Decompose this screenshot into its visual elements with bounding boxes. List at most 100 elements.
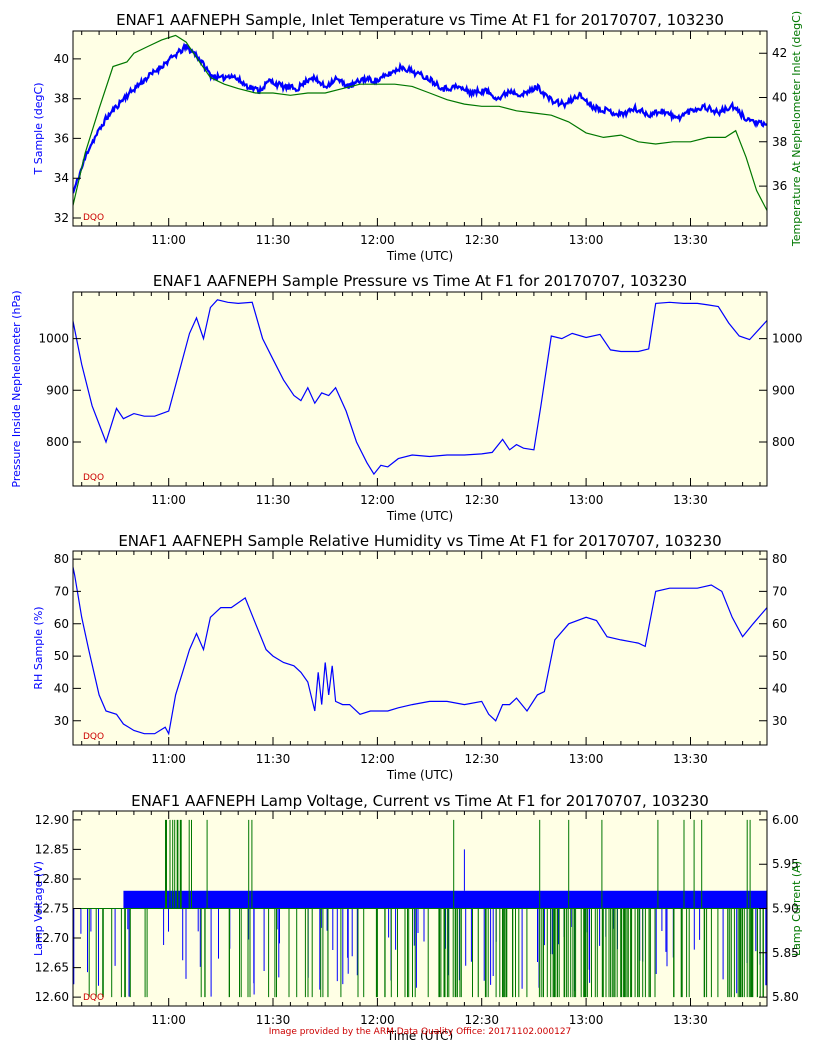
y-tick-label: 12.80 bbox=[35, 872, 69, 886]
y-right-tick-label: 900 bbox=[772, 383, 795, 397]
y-tick-label: 12.70 bbox=[35, 931, 69, 945]
y-right-tick-marks bbox=[759, 558, 767, 722]
y-right-tick-label: 40 bbox=[772, 91, 787, 105]
x-tick-label: 11:00 bbox=[151, 233, 186, 247]
y-tick-label: 32 bbox=[54, 211, 69, 225]
x-tick-label: 12:30 bbox=[464, 1013, 499, 1027]
lamp-panel: ENAF1 AAFNEPH Lamp Voltage, Current vs T… bbox=[32, 792, 803, 1040]
y-tick-label: 12.85 bbox=[35, 842, 69, 856]
y-right-tick-label: 5.90 bbox=[772, 902, 799, 916]
series-1-line bbox=[73, 564, 767, 736]
y-right-tick-label: 80 bbox=[772, 552, 787, 566]
x-tick-label: 11:30 bbox=[256, 493, 291, 507]
y-right-tick-label: 38 bbox=[772, 135, 787, 149]
y-tick-label: 80 bbox=[54, 552, 69, 566]
y-right-tick-label: 5.85 bbox=[772, 946, 799, 960]
chart-title: ENAF1 AAFNEPH Sample, Inlet Temperature … bbox=[116, 11, 724, 29]
y-tick-marks bbox=[73, 819, 81, 998]
x-tick-label: 12:00 bbox=[360, 752, 395, 766]
x-tick-label: 12:30 bbox=[464, 233, 499, 247]
y-right-tick-label: 50 bbox=[772, 649, 787, 663]
y-tick-marks bbox=[73, 58, 81, 219]
x-tick-label: 13:30 bbox=[673, 1013, 708, 1027]
x-tick-label: 13:00 bbox=[569, 752, 604, 766]
y-tick-label: 40 bbox=[54, 681, 69, 695]
y-tick-label: 12.75 bbox=[35, 902, 69, 916]
y-tick-label: 1000 bbox=[38, 332, 69, 346]
plot-frame bbox=[72, 291, 768, 487]
data-layer bbox=[73, 819, 767, 998]
plot-area bbox=[73, 292, 767, 486]
dqo-flag: DQO bbox=[83, 732, 104, 742]
x-tick-label: 13:00 bbox=[569, 1013, 604, 1027]
chart-title: ENAF1 AAFNEPH Lamp Voltage, Current vs T… bbox=[131, 792, 709, 810]
plot-frame bbox=[72, 30, 768, 227]
plot-area bbox=[73, 31, 767, 226]
y-right-tick-marks bbox=[759, 338, 767, 443]
y-right-axis-label: Temperature At Nephelometer Inlet (degC) bbox=[790, 11, 803, 247]
y-tick-label: 36 bbox=[54, 131, 69, 145]
x-tick-label: 13:30 bbox=[673, 752, 708, 766]
y-axis-label: T Sample (degC) bbox=[32, 83, 45, 176]
series-1-line bbox=[73, 42, 767, 194]
y-tick-label: 60 bbox=[54, 617, 69, 631]
y-tick-label: 50 bbox=[54, 649, 69, 663]
x-tick-label: 11:00 bbox=[151, 493, 186, 507]
y-tick-label: 38 bbox=[54, 92, 69, 106]
y-right-tick-label: 40 bbox=[772, 681, 787, 695]
y-right-axis-label: Lamp Current (A) bbox=[790, 861, 803, 956]
x-tick-label: 11:30 bbox=[256, 1013, 291, 1027]
data-layer bbox=[73, 299, 767, 476]
y-axis-label: RH Sample (%) bbox=[32, 606, 45, 689]
dqo-flag: DQO bbox=[83, 473, 104, 483]
series-2-spikes bbox=[88, 819, 764, 998]
x-tick-label: 12:00 bbox=[360, 1013, 395, 1027]
y-right-tick-label: 42 bbox=[772, 46, 787, 60]
x-tick-label: 11:30 bbox=[256, 752, 291, 766]
footer-credit: Image provided by the ARM Data Quality O… bbox=[269, 1027, 572, 1037]
y-right-tick-label: 6.00 bbox=[772, 813, 799, 827]
y-right-tick-marks bbox=[759, 52, 767, 187]
y-tick-label: 34 bbox=[54, 171, 69, 185]
x-axis-label: Time (UTC) bbox=[386, 509, 453, 523]
y-right-tick-label: 36 bbox=[772, 179, 787, 193]
x-axis-label: Time (UTC) bbox=[386, 249, 453, 263]
y-right-tick-label: 70 bbox=[772, 584, 787, 598]
x-tick-label: 12:30 bbox=[464, 752, 499, 766]
y-tick-label: 70 bbox=[54, 584, 69, 598]
x-tick-label: 13:00 bbox=[569, 233, 604, 247]
y-tick-label: 900 bbox=[46, 383, 69, 397]
y-tick-label: 30 bbox=[54, 714, 69, 728]
x-tick-label: 11:30 bbox=[256, 233, 291, 247]
x-tick-marks bbox=[81, 811, 761, 1006]
y-tick-label: 12.60 bbox=[35, 990, 69, 1004]
y-tick-label: 12.65 bbox=[35, 961, 69, 975]
y-right-tick-label: 5.95 bbox=[772, 857, 799, 871]
plot-frame bbox=[72, 550, 768, 746]
x-tick-label: 11:00 bbox=[151, 752, 186, 766]
humidity-panel: ENAF1 AAFNEPH Sample Relative Humidity v… bbox=[32, 532, 787, 782]
y-tick-marks bbox=[73, 338, 81, 443]
y-right-tick-label: 30 bbox=[772, 714, 787, 728]
x-tick-label: 11:00 bbox=[151, 1013, 186, 1027]
x-axis-label: Time (UTC) bbox=[386, 1029, 453, 1040]
y-axis-label: Pressure Inside Nephelometer (hPa) bbox=[10, 290, 23, 487]
x-tick-label: 12:00 bbox=[360, 233, 395, 247]
x-tick-label: 13:30 bbox=[673, 233, 708, 247]
y-tick-marks bbox=[73, 558, 81, 722]
series-1-band bbox=[123, 890, 767, 909]
y-right-tick-label: 800 bbox=[772, 435, 795, 449]
x-axis-label: Time (UTC) bbox=[386, 768, 453, 782]
chart-title: ENAF1 AAFNEPH Sample Relative Humidity v… bbox=[118, 532, 721, 550]
x-tick-label: 13:30 bbox=[673, 493, 708, 507]
temperature-panel: ENAF1 AAFNEPH Sample, Inlet Temperature … bbox=[32, 11, 803, 263]
x-tick-label: 12:00 bbox=[360, 493, 395, 507]
plot-area bbox=[73, 551, 767, 745]
dqo-flag: DQO bbox=[83, 213, 104, 223]
y-axis-label: Lamp Voltage (V) bbox=[32, 861, 45, 956]
y-right-tick-marks bbox=[759, 819, 767, 998]
data-layer bbox=[73, 564, 767, 736]
y-right-tick-label: 5.80 bbox=[772, 990, 799, 1004]
chart-title: ENAF1 AAFNEPH Sample Pressure vs Time At… bbox=[153, 272, 687, 290]
